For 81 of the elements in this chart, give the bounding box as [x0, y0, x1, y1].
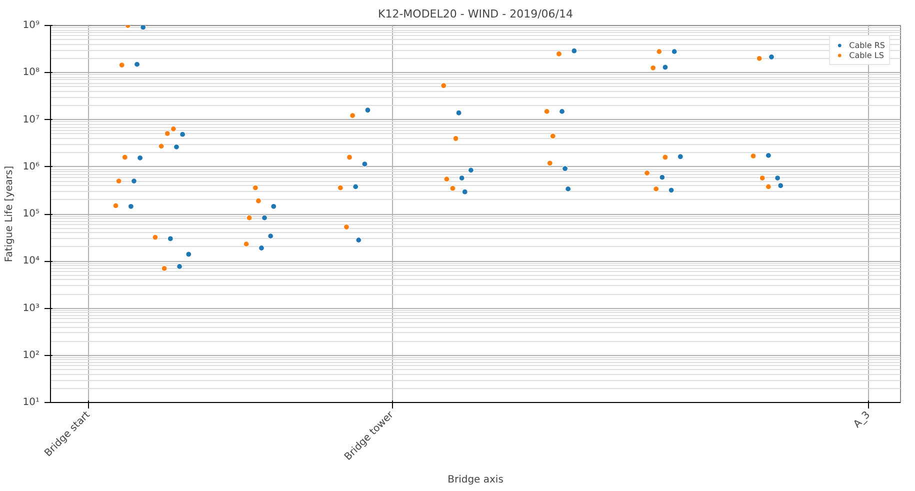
point	[350, 112, 356, 119]
point	[458, 174, 465, 182]
point	[750, 152, 756, 160]
point	[258, 244, 265, 252]
point	[671, 48, 678, 55]
point	[677, 154, 684, 160]
y-tick-label: 10⁶	[22, 161, 40, 172]
point	[450, 185, 456, 192]
point	[352, 184, 359, 190]
y-tick-label: 10⁴	[22, 256, 40, 267]
y-tick-label: 10¹	[22, 397, 40, 408]
point	[176, 263, 183, 270]
point	[167, 236, 174, 242]
point	[152, 234, 158, 240]
point	[562, 166, 568, 172]
point	[140, 26, 146, 30]
point	[558, 108, 566, 114]
legend-label: Cable RS	[849, 40, 885, 50]
point	[662, 64, 668, 70]
y-tick-label: 10²	[22, 350, 40, 361]
legend-label: Cable LS	[849, 50, 884, 60]
point	[468, 167, 474, 174]
point	[662, 154, 668, 160]
point	[774, 174, 781, 182]
point	[128, 203, 134, 210]
point	[261, 214, 268, 221]
point	[644, 170, 650, 176]
y-tick-label: 10³	[22, 302, 40, 314]
point	[130, 178, 138, 184]
point	[116, 178, 122, 184]
point	[668, 187, 674, 194]
y-axis-title: Fatigue Life [years]	[4, 166, 15, 262]
point	[252, 184, 258, 191]
point	[659, 174, 666, 180]
point	[456, 110, 462, 116]
point	[653, 186, 660, 192]
point	[768, 54, 775, 60]
x-tick-label: A_3	[852, 410, 873, 430]
point	[255, 198, 262, 204]
point	[759, 174, 766, 182]
point	[444, 176, 450, 182]
point	[122, 154, 128, 160]
point	[765, 152, 772, 158]
point	[112, 202, 119, 209]
point	[173, 144, 180, 150]
point	[134, 61, 140, 68]
point	[546, 160, 553, 166]
point	[356, 237, 362, 244]
point	[765, 184, 772, 190]
point	[170, 126, 176, 132]
point	[556, 50, 562, 57]
point	[158, 143, 164, 150]
point	[565, 186, 572, 192]
y-tick-label: 10⁹	[22, 20, 40, 31]
point	[186, 251, 192, 258]
point	[118, 62, 125, 68]
point	[778, 182, 784, 189]
point	[161, 265, 168, 272]
y-tick-label: 10⁵	[22, 208, 40, 220]
y-tick-label: 10⁸	[22, 67, 40, 78]
point	[362, 160, 368, 168]
point	[550, 133, 556, 140]
y-tick-label: 10⁷	[22, 114, 40, 126]
point	[452, 135, 459, 142]
point	[346, 154, 353, 160]
point	[243, 241, 250, 248]
point	[270, 203, 277, 210]
point	[180, 131, 186, 138]
x-axis-title: Bridge axis	[448, 474, 504, 486]
point	[571, 48, 578, 54]
point	[343, 224, 350, 230]
point	[650, 64, 656, 71]
point	[656, 48, 662, 55]
point	[440, 82, 447, 89]
point	[364, 107, 371, 114]
point	[337, 184, 344, 191]
point	[462, 188, 468, 195]
point	[164, 130, 170, 137]
chart-title: K12-MODEL20 - WIND - 2019/06/14	[378, 8, 574, 20]
point	[137, 154, 144, 161]
point	[246, 214, 252, 221]
